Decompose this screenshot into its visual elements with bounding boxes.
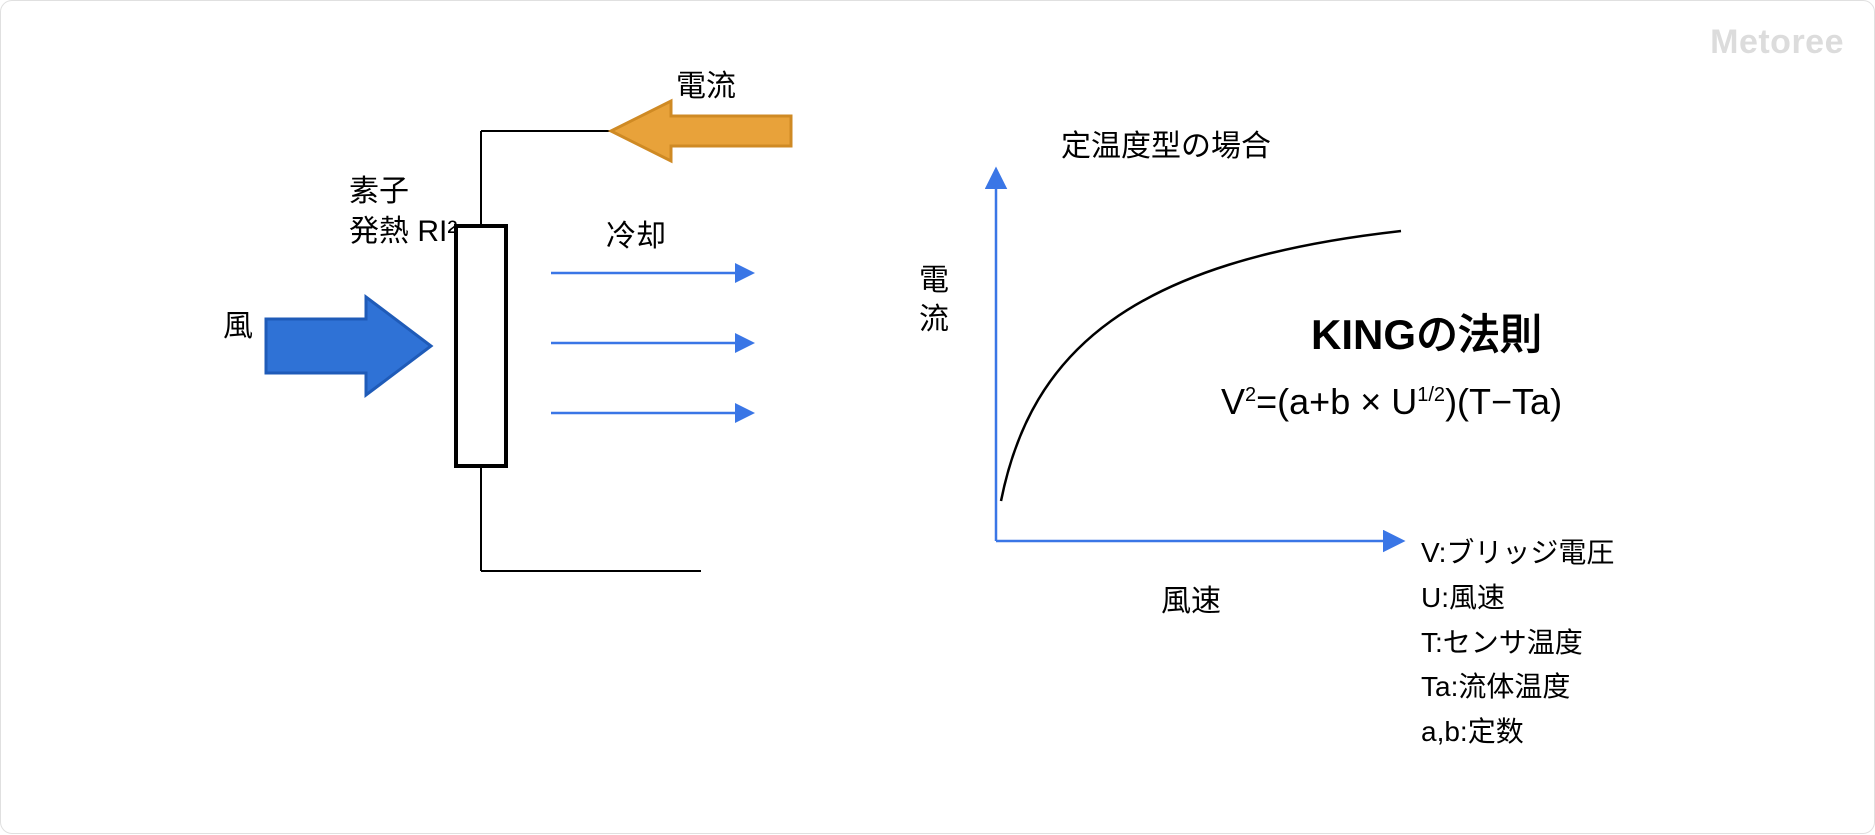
- element-label-1: 素子: [349, 166, 409, 210]
- legend-line: T:センサ温度: [1421, 621, 1614, 666]
- kings-law-formula: V2=(a+b × U1/2)(T−Ta): [1221, 381, 1562, 423]
- kings-law-curve: [1001, 231, 1401, 501]
- current-arrow: [611, 101, 791, 161]
- diagram-frame: Metoree: [0, 0, 1875, 834]
- graph-title: 定温度型の場合: [1061, 121, 1271, 165]
- legend-line: V:ブリッジ電圧: [1421, 531, 1614, 576]
- x-axis-label: 風速: [1161, 576, 1221, 620]
- wind-label: 風: [223, 301, 253, 345]
- current-label: 電流: [676, 61, 736, 105]
- kings-law-title: KINGの法則: [1311, 301, 1542, 362]
- wind-arrow: [266, 297, 431, 395]
- legend-block: V:ブリッジ電圧 U:風速 T:センサ温度 Ta:流体温度 a,b:定数: [1421, 531, 1614, 755]
- element-label-2: 発熱 RI²: [349, 206, 457, 250]
- legend-line: U:風速: [1421, 576, 1614, 621]
- element-rect: [456, 226, 506, 466]
- watermark-text: Metoree: [1710, 23, 1844, 62]
- legend-line: Ta:流体温度: [1421, 665, 1614, 710]
- cooling-label: 冷却: [606, 211, 666, 255]
- legend-line: a,b:定数: [1421, 710, 1614, 755]
- y-axis-label: 電 流: [919, 261, 949, 339]
